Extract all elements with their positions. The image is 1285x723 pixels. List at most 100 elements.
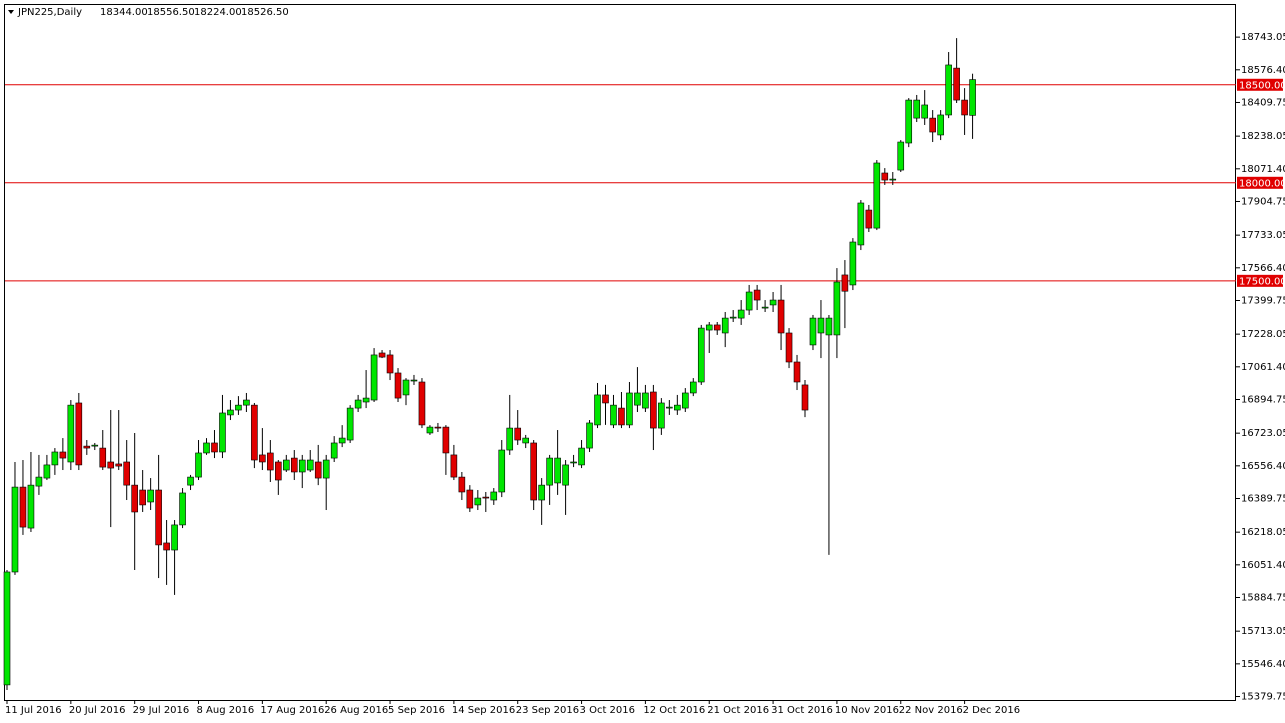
candle-body-up [745,291,753,311]
y-tick-label: 18743.05 [1241,32,1285,43]
candle-body-up [362,397,370,403]
candle-body-up [243,399,250,406]
candle-body-up [570,461,577,464]
candle-body-up [43,464,51,479]
candle-body-down [442,426,450,454]
candle-body-up [674,404,681,411]
x-tick-label: 22 Nov 2016 [899,705,963,716]
y-tick-label: 16218.05 [1241,527,1285,538]
candle-body-up [330,442,338,459]
x-tick-label: 12 Oct 2016 [643,705,705,716]
candle-body-down [753,289,761,301]
y-tick-label: 18071.40 [1241,164,1285,175]
x-tick-label: 2 Dec 2016 [963,705,1021,716]
candle-body-up [35,476,43,487]
candle-body-up [306,459,314,471]
candle-body-up [490,491,498,501]
menu-arrow[interactable] [8,10,14,14]
candle-body-up [857,202,865,246]
x-tick-label: 5 Sep 2016 [388,705,445,716]
y-tick-label: 16894.75 [1241,394,1285,405]
x-tick-label: 3 Oct 2016 [580,705,635,716]
candle-body-up [658,402,665,429]
candle-body-down [482,496,490,499]
candle-body-up [921,104,929,119]
candle-body-up [27,484,35,529]
candle-body-down [650,391,657,429]
candle-body-down [83,445,91,449]
y-tick-label: 17904.75 [1241,196,1285,207]
level-label: 17500.00 [1239,276,1285,287]
candle-body-up [681,392,689,409]
x-tick-label: 8 Aug 2016 [197,705,255,716]
level-label-box [1237,176,1283,189]
y-tick-label: 16556.40 [1241,461,1285,472]
candle-body-down [107,461,115,469]
candle-body-up [338,437,346,444]
candle-body-up [506,427,514,451]
candle-body-up [937,114,944,136]
candle-body-up [873,162,881,229]
ohlc-value: 18344.00 [100,7,148,18]
candle-body-up [817,317,825,334]
x-tick-label: 17 Aug 2016 [260,705,324,716]
candle-body-up [626,392,633,426]
candle-body-up [538,484,545,501]
candle-body-down [139,489,146,506]
candle-body-up [282,459,290,471]
candle-body-up [825,317,833,336]
candle-body-down [801,384,809,411]
candle-body-up [147,489,154,503]
candle-body-up [729,316,737,319]
y-tick-label: 16389.75 [1241,494,1285,505]
candle-body-up [522,437,530,444]
candle-body-down [793,361,801,383]
ohlc-value: 18224.00 [194,7,242,18]
candle-body-down [865,209,873,229]
candle-body-up [610,404,617,426]
candle-body-down [953,67,960,101]
candle-body-down [314,461,322,479]
candle-body-down [19,486,27,528]
y-tick-label: 17399.75 [1241,295,1285,306]
x-tick-label: 21 Oct 2016 [707,705,769,716]
candle-body-up [697,327,705,383]
candle-body-down [929,117,936,133]
x-tick-label: 29 Jul 2016 [133,705,190,716]
y-tick-label: 18576.40 [1241,65,1285,76]
y-tick-label: 15546.40 [1241,659,1285,670]
candle-body-down [75,402,83,466]
candle-body-up [554,457,561,484]
candle-body-up [354,399,362,409]
candle-body-up [195,452,202,478]
y-tick-label: 17733.05 [1241,230,1285,241]
candle-body-up [849,241,857,286]
candle-body-up [203,442,210,454]
level-label: 18000.00 [1239,178,1285,189]
y-tick-label: 17061.40 [1241,362,1285,373]
candle-body-up [889,178,897,181]
y-tick-label: 16051.40 [1241,560,1285,571]
candle-body-up [634,392,641,406]
candle-body-up [769,299,777,306]
x-tick-label: 26 Aug 2016 [324,705,388,716]
candle-body-up [179,492,186,526]
candle-body-up [3,571,11,686]
candle-body-up [761,306,769,309]
candle-body-up [809,317,817,346]
candle-body-up [51,451,59,466]
candle-body-down [386,354,394,374]
x-tick-label: 10 Nov 2016 [835,705,899,716]
y-tick-label: 18409.75 [1241,97,1285,108]
level-label-box [1237,274,1283,287]
ohlc-value: 18526.50 [241,7,289,18]
candle-body-down [777,299,785,334]
candle-body-up [67,404,75,463]
plot-frame [4,4,1236,701]
ohlc-value: 18556.50 [147,7,195,18]
candle-body-up [171,524,178,551]
candle-body-down [434,426,442,429]
candle-body-down [530,442,537,501]
candle-body-up [235,404,242,411]
